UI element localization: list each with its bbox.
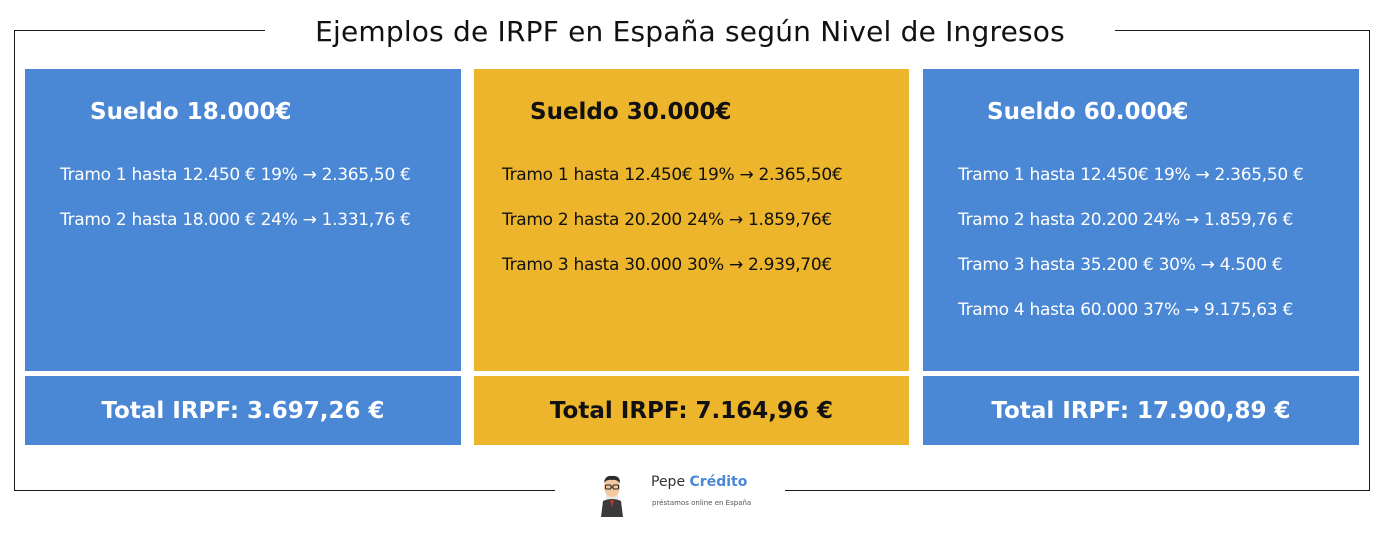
total-irpf: Total IRPF: 7.164,96 €	[549, 397, 834, 424]
page-title: Ejemplos de IRPF en España según Nivel d…	[315, 14, 1065, 48]
total-irpf: Total IRPF: 17.900,89 €	[991, 397, 1291, 424]
title-container: Ejemplos de IRPF en España según Nivel d…	[265, 12, 1115, 50]
total-box-30000: Total IRPF: 7.164,96 €	[474, 376, 909, 445]
card-heading: Sueldo 60.000€	[987, 99, 1189, 125]
card-heading: Sueldo 30.000€	[530, 99, 732, 125]
brand-tagline: préstamos online en España	[652, 499, 752, 507]
brand-name-second: Crédito	[689, 474, 748, 490]
tramo-item: Tramo 2 hasta 20.200 24% → 1.859,76€	[502, 210, 832, 230]
total-box-18000: Total IRPF: 3.697,26 €	[25, 376, 461, 445]
mascot-avatar-icon	[601, 475, 623, 517]
tramo-item: Tramo 1 hasta 12.450€ 19% → 2.365,50 €	[958, 165, 1304, 185]
tramo-item: Tramo 4 hasta 60.000 37% → 9.175,63 €	[958, 300, 1293, 320]
brand-logo: Pepe Crédito préstamos online en España	[555, 466, 785, 518]
tramo-list: Tramo 1 hasta 12.450 € 19% → 2.365,50 € …	[60, 163, 411, 253]
card-heading: Sueldo 18.000€	[90, 99, 292, 125]
tramo-item: Tramo 1 hasta 12.450 € 19% → 2.365,50 €	[60, 165, 411, 185]
card-sueldo-18000: Sueldo 18.000€ Tramo 1 hasta 12.450 € 19…	[25, 69, 461, 371]
tramo-item: Tramo 2 hasta 20.200 24% → 1.859,76 €	[958, 210, 1293, 230]
brand-name-first: Pepe	[651, 474, 686, 490]
total-box-60000: Total IRPF: 17.900,89 €	[923, 376, 1359, 445]
card-sueldo-30000: Sueldo 30.000€ Tramo 1 hasta 12.450€ 19%…	[474, 69, 909, 371]
tramo-list: Tramo 1 hasta 12.450€ 19% → 2.365,50 € T…	[958, 163, 1304, 343]
tramo-item: Tramo 3 hasta 35.200 € 30% → 4.500 €	[958, 255, 1283, 275]
tramo-item: Tramo 2 hasta 18.000 € 24% → 1.331,76 €	[60, 210, 411, 230]
tramo-list: Tramo 1 hasta 12.450€ 19% → 2.365,50€ Tr…	[502, 163, 843, 298]
total-irpf: Total IRPF: 3.697,26 €	[101, 397, 385, 424]
card-sueldo-60000: Sueldo 60.000€ Tramo 1 hasta 12.450€ 19%…	[923, 69, 1359, 371]
brand-name: Pepe Crédito	[651, 474, 747, 490]
tramo-item: Tramo 3 hasta 30.000 30% → 2.939,70€	[502, 255, 832, 275]
tramo-item: Tramo 1 hasta 12.450€ 19% → 2.365,50€	[502, 165, 843, 185]
